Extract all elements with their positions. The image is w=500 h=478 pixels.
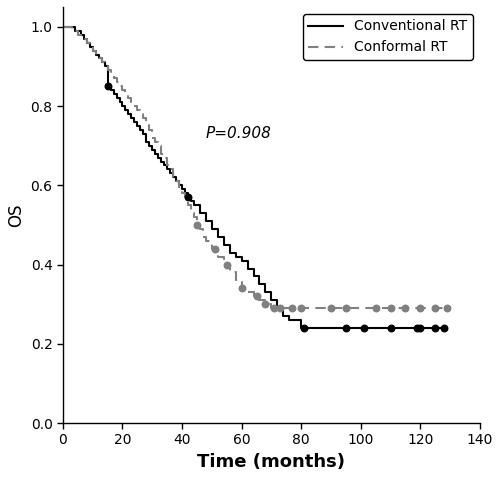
- Point: [360, 324, 368, 332]
- Text: P=0.908: P=0.908: [206, 126, 272, 141]
- Point: [386, 304, 394, 312]
- Point: [252, 293, 260, 300]
- Point: [300, 324, 308, 332]
- Point: [288, 304, 296, 312]
- Point: [238, 284, 246, 292]
- Point: [443, 304, 451, 312]
- X-axis label: Time (months): Time (months): [198, 453, 346, 471]
- Point: [431, 324, 439, 332]
- Legend: Conventional RT, Conformal RT: Conventional RT, Conformal RT: [303, 14, 473, 60]
- Point: [402, 304, 409, 312]
- Point: [431, 304, 439, 312]
- Point: [193, 221, 201, 229]
- Point: [386, 324, 394, 332]
- Point: [270, 304, 278, 312]
- Point: [297, 304, 305, 312]
- Point: [372, 304, 380, 312]
- Point: [342, 324, 350, 332]
- Point: [211, 245, 219, 252]
- Point: [414, 324, 422, 332]
- Point: [416, 304, 424, 312]
- Y-axis label: OS: OS: [7, 203, 25, 227]
- Point: [262, 300, 270, 308]
- Point: [222, 261, 230, 268]
- Point: [416, 324, 424, 332]
- Point: [184, 194, 192, 201]
- Point: [327, 304, 335, 312]
- Point: [440, 324, 448, 332]
- Point: [342, 304, 350, 312]
- Point: [276, 304, 284, 312]
- Point: [104, 82, 112, 90]
